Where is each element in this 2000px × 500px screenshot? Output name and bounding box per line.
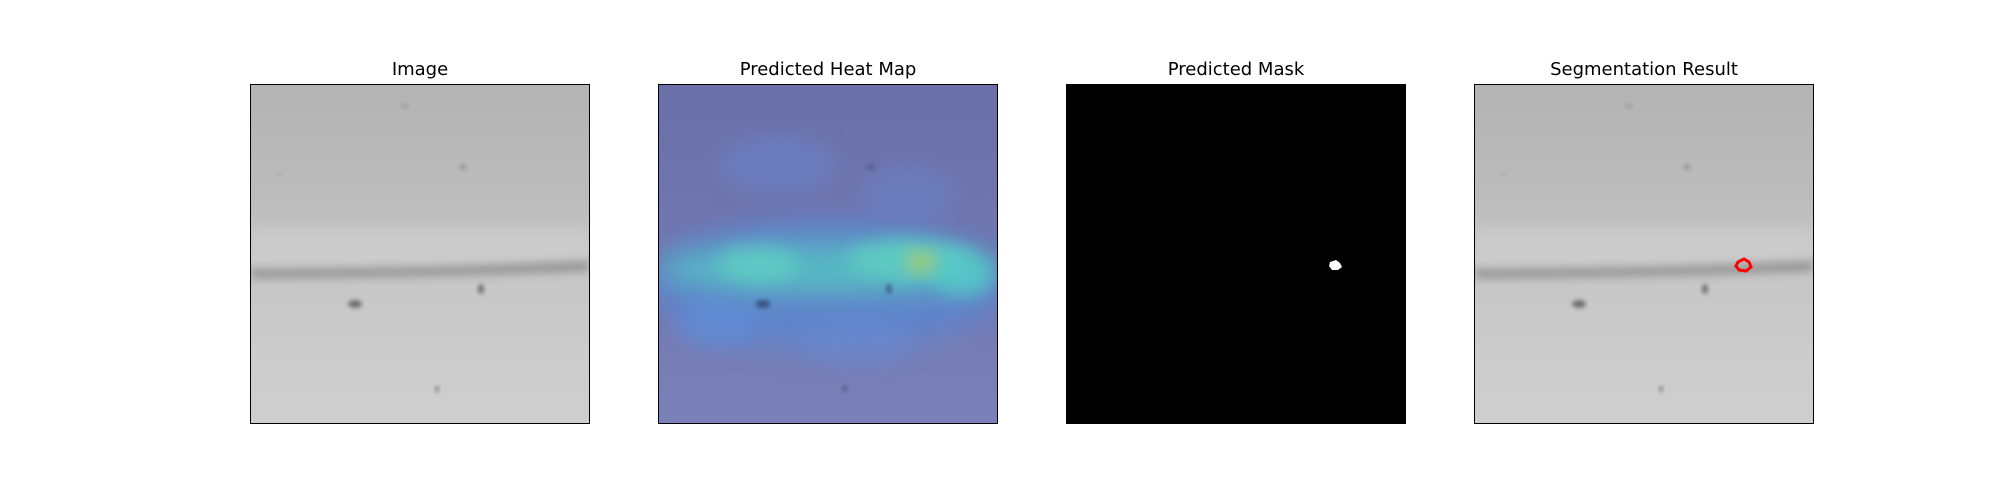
panel-title-heat-map: Predicted Heat Map	[739, 59, 917, 80]
source-image	[250, 84, 590, 424]
segmentation-image	[1474, 84, 1814, 424]
mask-blob	[1329, 260, 1342, 270]
panel-title-mask: Predicted Mask	[1167, 59, 1305, 80]
heat-map-image	[658, 84, 998, 424]
mask-image	[1066, 84, 1406, 424]
segmentation-contour	[1734, 257, 1753, 273]
panel-title-segmentation: Segmentation Result	[1550, 59, 1738, 80]
panel-title-image: Image	[391, 59, 449, 80]
